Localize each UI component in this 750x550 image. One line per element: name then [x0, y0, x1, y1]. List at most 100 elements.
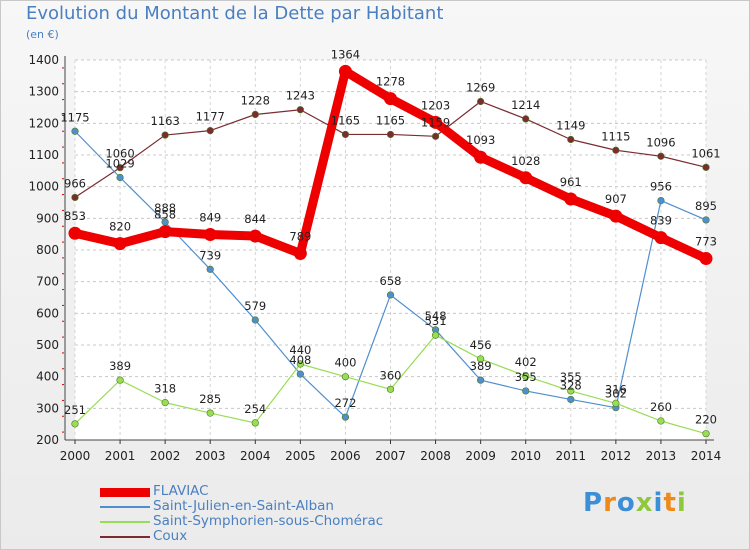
data-label: 355 — [560, 370, 582, 384]
x-tick-label: 2002 — [150, 449, 181, 463]
data-label: 408 — [289, 353, 311, 367]
data-label: 400 — [334, 356, 356, 370]
legend-item: Saint-Julien-en-Saint-Alban — [100, 498, 460, 514]
data-label: 548 — [425, 309, 447, 323]
x-tick-label: 2014 — [691, 449, 722, 463]
data-point — [522, 115, 530, 123]
data-point — [203, 227, 217, 241]
data-label: 956 — [650, 180, 672, 194]
legend-label: Saint-Julien-en-Saint-Alban — [153, 498, 334, 514]
data-point — [116, 164, 124, 172]
x-tick-label: 2012 — [601, 449, 632, 463]
data-point — [386, 291, 395, 299]
data-label: 328 — [560, 378, 582, 392]
data-point — [474, 150, 488, 164]
data-label: 1028 — [511, 154, 540, 168]
chart-unit: (en €) — [26, 28, 59, 41]
data-point — [116, 173, 124, 182]
data-label: 1175 — [60, 110, 89, 124]
x-tick-label: 2010 — [510, 449, 541, 463]
data-label: 849 — [199, 210, 221, 224]
x-tick-label: 2006 — [330, 449, 361, 463]
data-label: 1228 — [241, 93, 270, 107]
data-label: 302 — [605, 387, 627, 401]
data-label: 895 — [695, 199, 717, 213]
data-label: 1029 — [105, 156, 134, 170]
data-label: 820 — [109, 220, 131, 234]
data-point — [564, 192, 578, 206]
data-point — [702, 163, 710, 171]
data-label: 1165 — [331, 113, 360, 127]
data-point — [341, 373, 350, 381]
data-point — [251, 419, 259, 427]
data-label: 579 — [244, 299, 266, 313]
legend-swatch — [100, 488, 150, 497]
y-tick-label: 200 — [36, 433, 59, 447]
data-point — [522, 387, 530, 395]
data-point — [251, 316, 259, 324]
data-point — [429, 115, 443, 129]
data-point — [161, 131, 169, 139]
plot-area — [75, 60, 706, 440]
x-tick-label: 2011 — [556, 449, 587, 463]
legend-label: Saint-Symphorien-sous-Chomérac — [153, 513, 384, 529]
data-label: 220 — [695, 413, 717, 427]
data-label: 961 — [560, 175, 582, 189]
data-point — [702, 216, 710, 224]
data-label: 440 — [289, 343, 311, 357]
data-point — [657, 197, 665, 205]
y-tick-label: 1000 — [28, 180, 59, 194]
data-point — [206, 409, 214, 417]
data-point — [206, 265, 214, 273]
x-tick-label: 2004 — [240, 449, 271, 463]
data-point — [251, 110, 259, 119]
x-tick-label: 2013 — [646, 449, 677, 463]
logo-letter: r — [603, 488, 617, 518]
data-label: 844 — [244, 212, 266, 226]
proxiti-logo: Proxiti — [583, 488, 687, 518]
data-point — [161, 399, 169, 407]
legend-item: Coux — [100, 528, 460, 544]
data-point — [567, 135, 575, 144]
y-tick-label: 1100 — [28, 148, 59, 162]
data-label: 389 — [470, 359, 492, 373]
data-label: 1159 — [421, 115, 450, 129]
y-tick-label: 1200 — [28, 116, 59, 130]
data-point — [567, 387, 575, 395]
data-label: 966 — [64, 176, 86, 190]
data-point — [296, 370, 304, 378]
y-tick-label: 400 — [36, 370, 59, 384]
data-label: 1269 — [466, 80, 495, 94]
data-label: 658 — [380, 274, 402, 288]
data-label: 355 — [515, 370, 537, 384]
data-label: 839 — [650, 214, 672, 228]
data-point — [341, 130, 350, 139]
legend-item: Saint-Symphorien-sous-Chomérac — [100, 513, 460, 529]
data-label: 389 — [109, 359, 131, 373]
y-tick-label: 900 — [36, 211, 59, 225]
data-point — [657, 417, 665, 425]
y-tick-label: 600 — [36, 306, 59, 320]
data-label: 285 — [199, 392, 221, 406]
x-tick-label: 2009 — [465, 449, 496, 463]
data-point — [384, 92, 397, 106]
data-point — [158, 225, 172, 239]
data-label: 907 — [605, 192, 627, 206]
logo-letter: P — [583, 488, 604, 518]
y-tick-label: 300 — [36, 401, 59, 415]
data-label: 858 — [154, 208, 176, 222]
logo-letter: t — [663, 488, 677, 518]
data-label: 1177 — [196, 110, 225, 124]
legend-item: FLAVIAC — [100, 483, 460, 499]
data-label: 360 — [380, 368, 402, 382]
data-point — [567, 395, 575, 404]
logo-letter: i — [653, 488, 664, 518]
logo-letter: x — [635, 488, 654, 518]
data-label: 853 — [64, 209, 86, 223]
data-point — [248, 229, 262, 243]
data-label: 888 — [154, 201, 176, 215]
data-point — [116, 376, 124, 384]
data-point — [477, 97, 485, 106]
x-tick-label: 2000 — [60, 449, 91, 463]
data-label: 1214 — [511, 98, 540, 112]
